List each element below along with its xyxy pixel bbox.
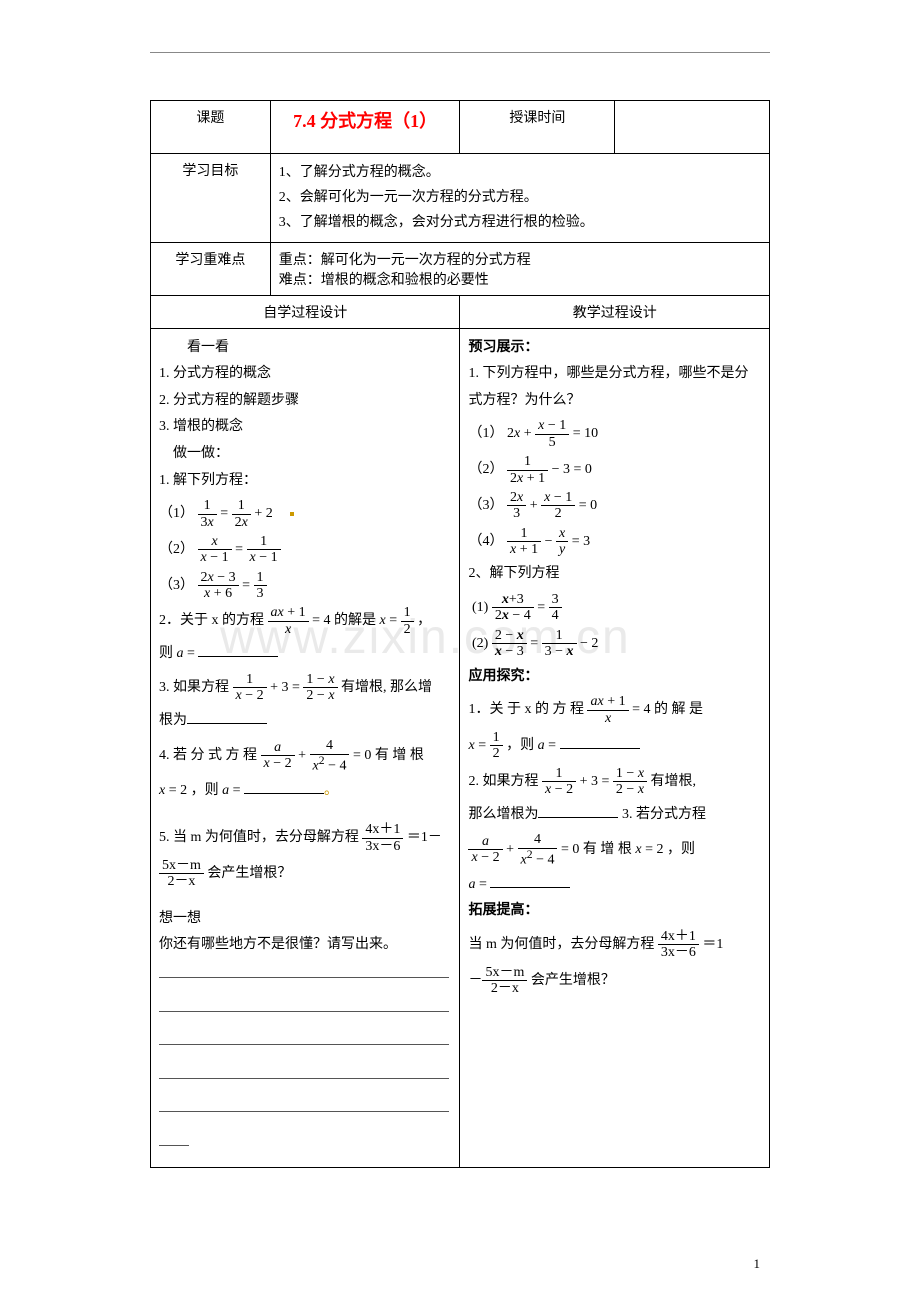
r1-text: 1. 下列方程中，哪些是分式方程，哪些不是分式方程？为什么？ xyxy=(468,361,761,414)
q2-tail: ， xyxy=(417,614,431,629)
header-rule xyxy=(150,52,770,53)
objectives-label: 学习目标 xyxy=(151,154,271,243)
right-column: 预习展示： 1. 下列方程中，哪些是分式方程，哪些不是分式方程？为什么？ （1）… xyxy=(460,328,770,1167)
time-value xyxy=(615,101,770,154)
a3-line: ax − 2 + 4x2 − 4 = 0 有 增 根 x = 2 ，则 xyxy=(468,832,761,867)
q3-tail: 有增根, 那么增 xyxy=(341,680,432,695)
left-process-header: 自学过程设计 xyxy=(151,295,460,328)
blank-line xyxy=(159,1097,449,1112)
blank-line xyxy=(159,1030,449,1045)
blank-line xyxy=(159,997,449,1012)
a2-prefix: 2. 如果方程 xyxy=(468,774,538,789)
q2-then: 则 xyxy=(159,646,173,661)
q4-prefix: 4. 若 分 式 方 程 xyxy=(159,748,257,763)
r2-eq-1: (1) x+32x − 4 = 34 xyxy=(468,592,761,624)
a1-tail: 的 解 是 xyxy=(654,702,703,717)
objectives-cell: 1、了解分式方程的概念。 2、会解可化为一元一次方程的分式方程。 3、了解增根的… xyxy=(270,154,769,243)
a2-line: 2. 如果方程 1x − 2 + 3 = 1 − x2 − x 有增根, xyxy=(468,766,761,798)
left-column: 看一看 1. 分式方程的概念 2. 分式方程的解题步骤 3. 增根的概念 做一做… xyxy=(151,328,460,1167)
r2-eq-2: (2) 2 − xx − 3 = 13 − x − 2 xyxy=(468,628,761,660)
blank-line xyxy=(159,963,449,978)
q4-line: 4. 若 分 式 方 程 ax − 2 + 4x2 − 4 = 0 有 增 根 xyxy=(159,738,451,773)
difficulty-cell: 重点：解可化为一元一次方程的分式方程 难点：增根的概念和验根的必要性 xyxy=(270,242,769,295)
r-eq-2: （2） 12x + 1 − 3 = 0 xyxy=(468,454,761,486)
r-eq-4: （4） 1x + 1 − xy = 3 xyxy=(468,526,761,558)
e1-line2: －5x－m2－x 会产生增根？ xyxy=(468,965,761,997)
eq-1-2: （2） xx − 1 = 1x − 1 xyxy=(159,534,451,566)
q3-prefix: 3. 如果方程 xyxy=(159,680,229,695)
look-item-3: 3. 增根的概念 xyxy=(159,414,451,441)
lesson-table: 课题 7.4 分式方程（1） 授课时间 学习目标 1、了解分式方程的概念。 2、… xyxy=(150,100,770,1168)
right-process-header: 教学过程设计 xyxy=(460,295,770,328)
look-heading: 看一看 xyxy=(159,335,451,362)
preview-heading: 预习展示： xyxy=(468,335,761,362)
do-intro: 1. 解下列方程： xyxy=(159,468,451,495)
objective-1: 1、了解分式方程的概念。 xyxy=(279,160,761,185)
r-eq-3: （3） 2x3 + x − 12 = 0 xyxy=(468,490,761,522)
difficulty-label: 学习重难点 xyxy=(151,242,271,295)
a3-prefix: 3. 若分式方程 xyxy=(622,807,706,822)
a1-line2: x = 12 ，则 a = xyxy=(468,730,761,762)
extend-heading: 拓展提高： xyxy=(468,898,761,925)
eq-1-3: （3） 2x − 3x + 6 = 13 xyxy=(159,570,451,602)
a3-tail: 有 增 根 xyxy=(583,842,632,857)
e1-prefix: 当 m 为何值时，去分母解方程 xyxy=(468,937,654,952)
lesson-label: 课题 xyxy=(151,101,271,154)
difficulty-hard: 难点：增根的概念和验根的必要性 xyxy=(279,269,761,289)
a1-line: 1．关 于 x 的 方 程 ax + 1x = 4 的 解 是 xyxy=(468,694,761,726)
apply-heading: 应用探究： xyxy=(468,664,761,691)
q5-line: 5. 当 m 为何值时，去分母解方程 4x＋13x－6 ＝1－ xyxy=(159,822,451,854)
q2-line2: 则 a = xyxy=(159,641,451,668)
q4-line2: x = 2 ，则 a = 。 xyxy=(159,778,451,805)
a3-line2: a = xyxy=(468,872,761,899)
r-eq-1: （1） 2x + x − 15 = 10 xyxy=(468,418,761,450)
objective-2: 2、会解可化为一元一次方程的分式方程。 xyxy=(279,185,761,210)
a1-line2a: ，则 xyxy=(506,738,534,753)
a3-tail2: ，则 xyxy=(667,842,695,857)
objective-3: 3、了解增根的概念，会对分式方程进行根的检验。 xyxy=(279,210,761,235)
q3-line: 3. 如果方程 1x − 2 + 3 = 1 − x2 − x 有增根, 那么增 xyxy=(159,672,451,704)
r2-text: 2、解下列方程 xyxy=(468,561,761,588)
page-number: 1 xyxy=(754,1256,761,1272)
a1-prefix: 1．关 于 x 的 方 程 xyxy=(468,702,584,717)
look-item-2: 2. 分式方程的解题步骤 xyxy=(159,388,451,415)
lesson-title: 7.4 分式方程（1） xyxy=(270,101,460,154)
time-label: 授课时间 xyxy=(460,101,615,154)
difficulty-focus: 重点：解可化为一元一次方程的分式方程 xyxy=(279,249,761,269)
q5-line2: 5x－m2－x 会产生增根？ xyxy=(159,858,451,890)
think-heading: 想一想 xyxy=(159,906,451,933)
blank-line-short xyxy=(159,1131,189,1146)
a2-tail: 有增根, xyxy=(651,774,697,789)
q4-line2a: ，则 xyxy=(191,783,219,798)
eq-1-1: （1） 13x = 12x + 2 xyxy=(159,498,451,530)
q2-prefix: 2．关于 x 的方程 xyxy=(159,614,264,629)
q2-line: 2．关于 x 的方程 ax + 1x = 4 的解是 x = 12 ， xyxy=(159,605,451,637)
q5-prefix: 5. 当 m 为何值时，去分母解方程 xyxy=(159,830,359,845)
q5-tail: ＝1－ xyxy=(407,830,442,845)
q3-line2: 根为 xyxy=(159,708,451,735)
blank-line xyxy=(159,1064,449,1079)
do-heading: 做一做： xyxy=(159,441,451,468)
e1-tail: ＝1 xyxy=(702,937,723,952)
q4-tail: 有 增 根 xyxy=(375,748,424,763)
q2-mid: 的解是 xyxy=(334,614,376,629)
think-question: 你还有哪些地方不是很懂？请写出来。 xyxy=(159,932,451,959)
a2-line2: 那么增根为 3. 若分式方程 xyxy=(468,802,761,829)
look-item-1: 1. 分式方程的概念 xyxy=(159,361,451,388)
e1-line: 当 m 为何值时，去分母解方程 4x＋13x－6 ＝1 xyxy=(468,929,761,961)
